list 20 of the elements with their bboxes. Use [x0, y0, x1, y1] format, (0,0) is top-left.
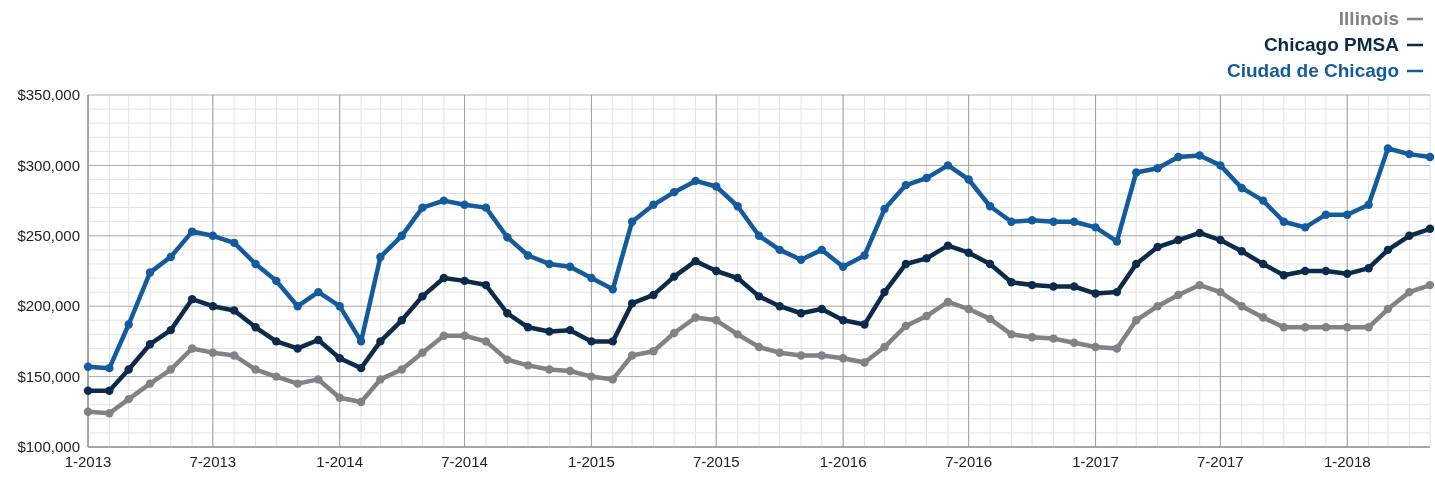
x-tick-label: 1-2013 [64, 453, 112, 470]
x-tick-label: 7-2015 [692, 453, 740, 470]
y-tick-label: $300,000 [17, 156, 80, 174]
y-tick-label: $200,000 [17, 297, 80, 315]
x-tick-label: 1-2018 [1323, 453, 1371, 470]
legend-label: Chicago PMSA [1263, 33, 1400, 55]
y-tick-label: $100,000 [17, 438, 80, 456]
y-tick-label: $250,000 [17, 227, 80, 245]
x-tick-label: 7-2016 [945, 453, 992, 470]
legend-label: Illinois [1338, 7, 1399, 29]
legend-label: Ciudad de Chicago [1226, 59, 1399, 81]
x-tick-label: 1-2014 [316, 453, 364, 470]
x-tick-label: 7-2017 [1197, 453, 1244, 470]
x-tick-label: 1-2015 [568, 453, 615, 470]
y-tick-label: $350,000 [17, 86, 80, 104]
x-tick-label: 1-2017 [1072, 453, 1119, 470]
x-tick-label: 7-2014 [441, 453, 488, 470]
x-tick-label: 1-2016 [819, 453, 867, 470]
y-tick-label: $150,000 [17, 367, 80, 385]
x-tick-label: 7-2013 [189, 453, 237, 470]
